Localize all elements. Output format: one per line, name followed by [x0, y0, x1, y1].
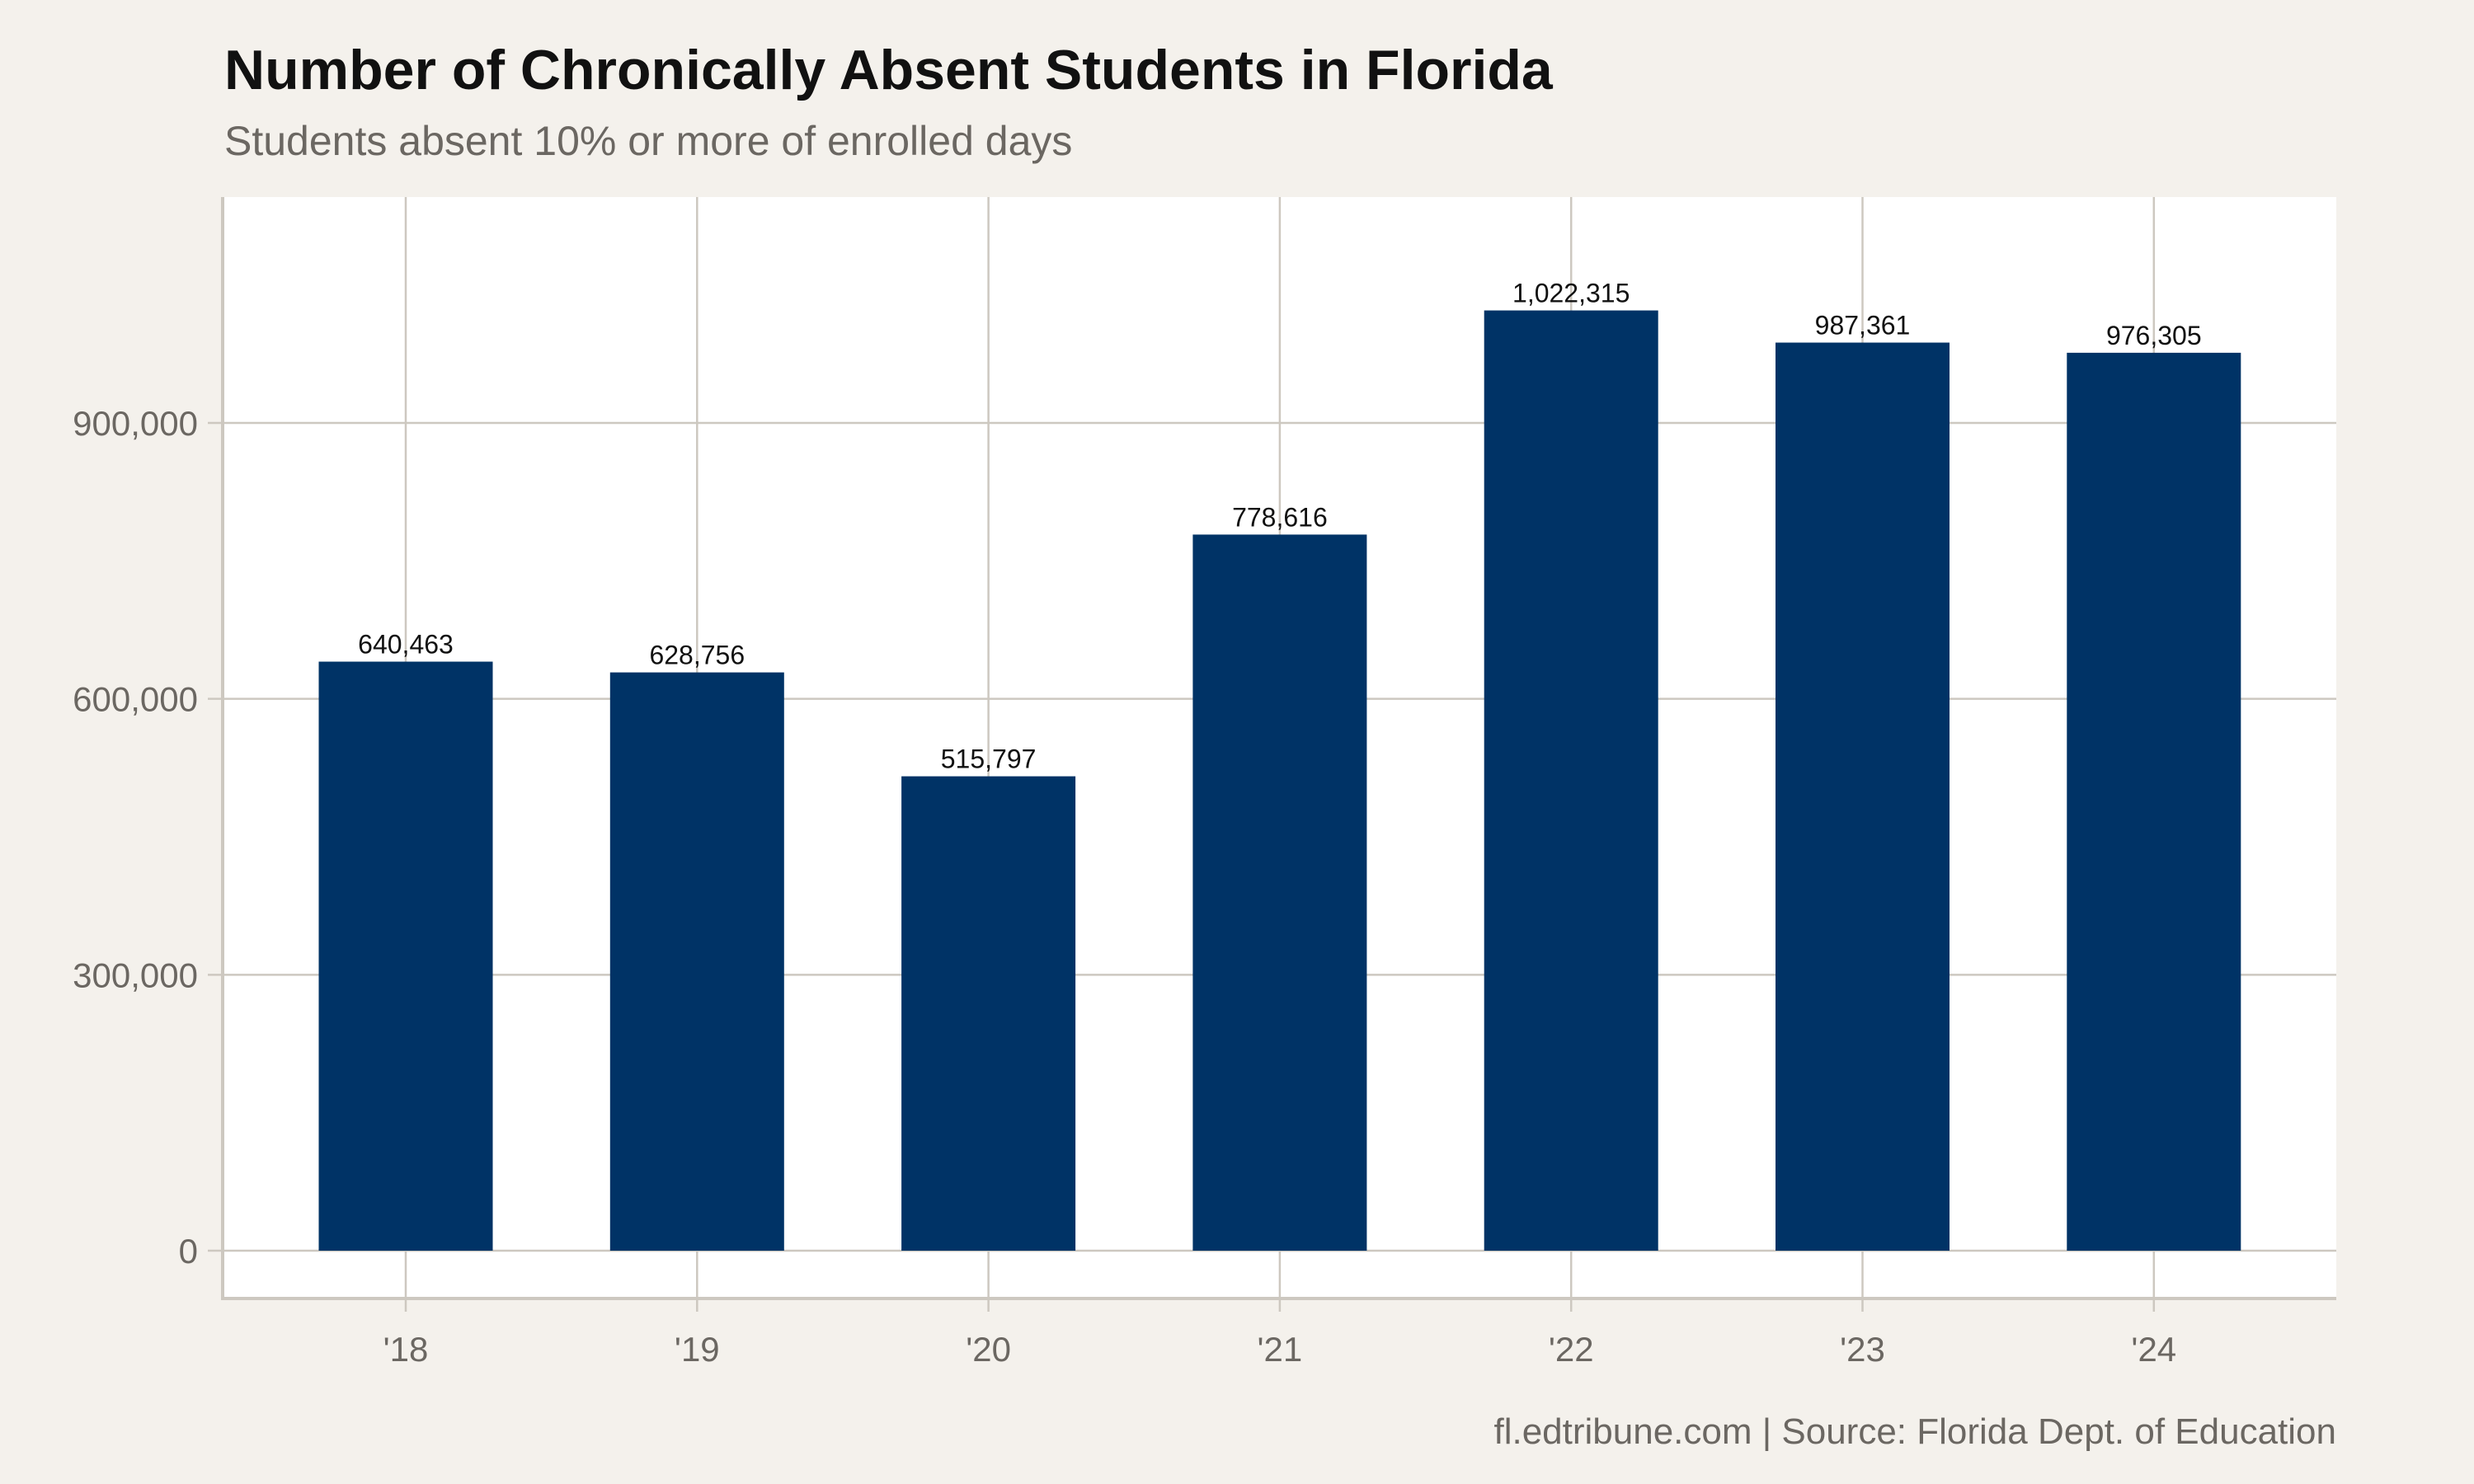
- x-tick-label: '18: [383, 1330, 429, 1369]
- bar-value-label: 976,305: [2106, 321, 2202, 350]
- y-tick-label: 900,000: [73, 404, 198, 443]
- x-tick-label: '23: [1840, 1330, 1885, 1369]
- bar-22: [1484, 310, 1658, 1252]
- bar-value-label: 1,022,315: [1512, 279, 1630, 308]
- bar-23: [1776, 342, 1950, 1251]
- x-tick-label: '21: [1258, 1330, 1303, 1369]
- bar-18: [318, 661, 493, 1251]
- bar-value-label: 640,463: [358, 630, 454, 660]
- bar-21: [1192, 534, 1367, 1251]
- x-tick-label: '19: [675, 1330, 720, 1369]
- bar-20: [901, 776, 1076, 1251]
- chart-caption: fl.edtribune.com | Source: Florida Dept.…: [1493, 1411, 2336, 1452]
- bar-value-label: 987,361: [1815, 311, 1911, 340]
- bar-24: [2067, 352, 2241, 1251]
- x-tick-label: '20: [966, 1330, 1011, 1369]
- x-tick-label: '24: [2131, 1330, 2176, 1369]
- y-tick-label: 300,000: [73, 956, 198, 994]
- bar-value-label: 515,797: [941, 744, 1037, 774]
- bar-value-label: 628,756: [649, 641, 745, 670]
- y-tick-label: 0: [179, 1232, 198, 1270]
- chart-title: Number of Chronically Absent Students in…: [224, 39, 1553, 101]
- bar-value-label: 778,616: [1232, 502, 1328, 532]
- y-tick-label: 600,000: [73, 680, 198, 719]
- chart-subtitle: Students absent 10% or more of enrolled …: [224, 118, 1073, 164]
- bar-19: [609, 672, 784, 1251]
- x-tick-label: '22: [1549, 1330, 1594, 1369]
